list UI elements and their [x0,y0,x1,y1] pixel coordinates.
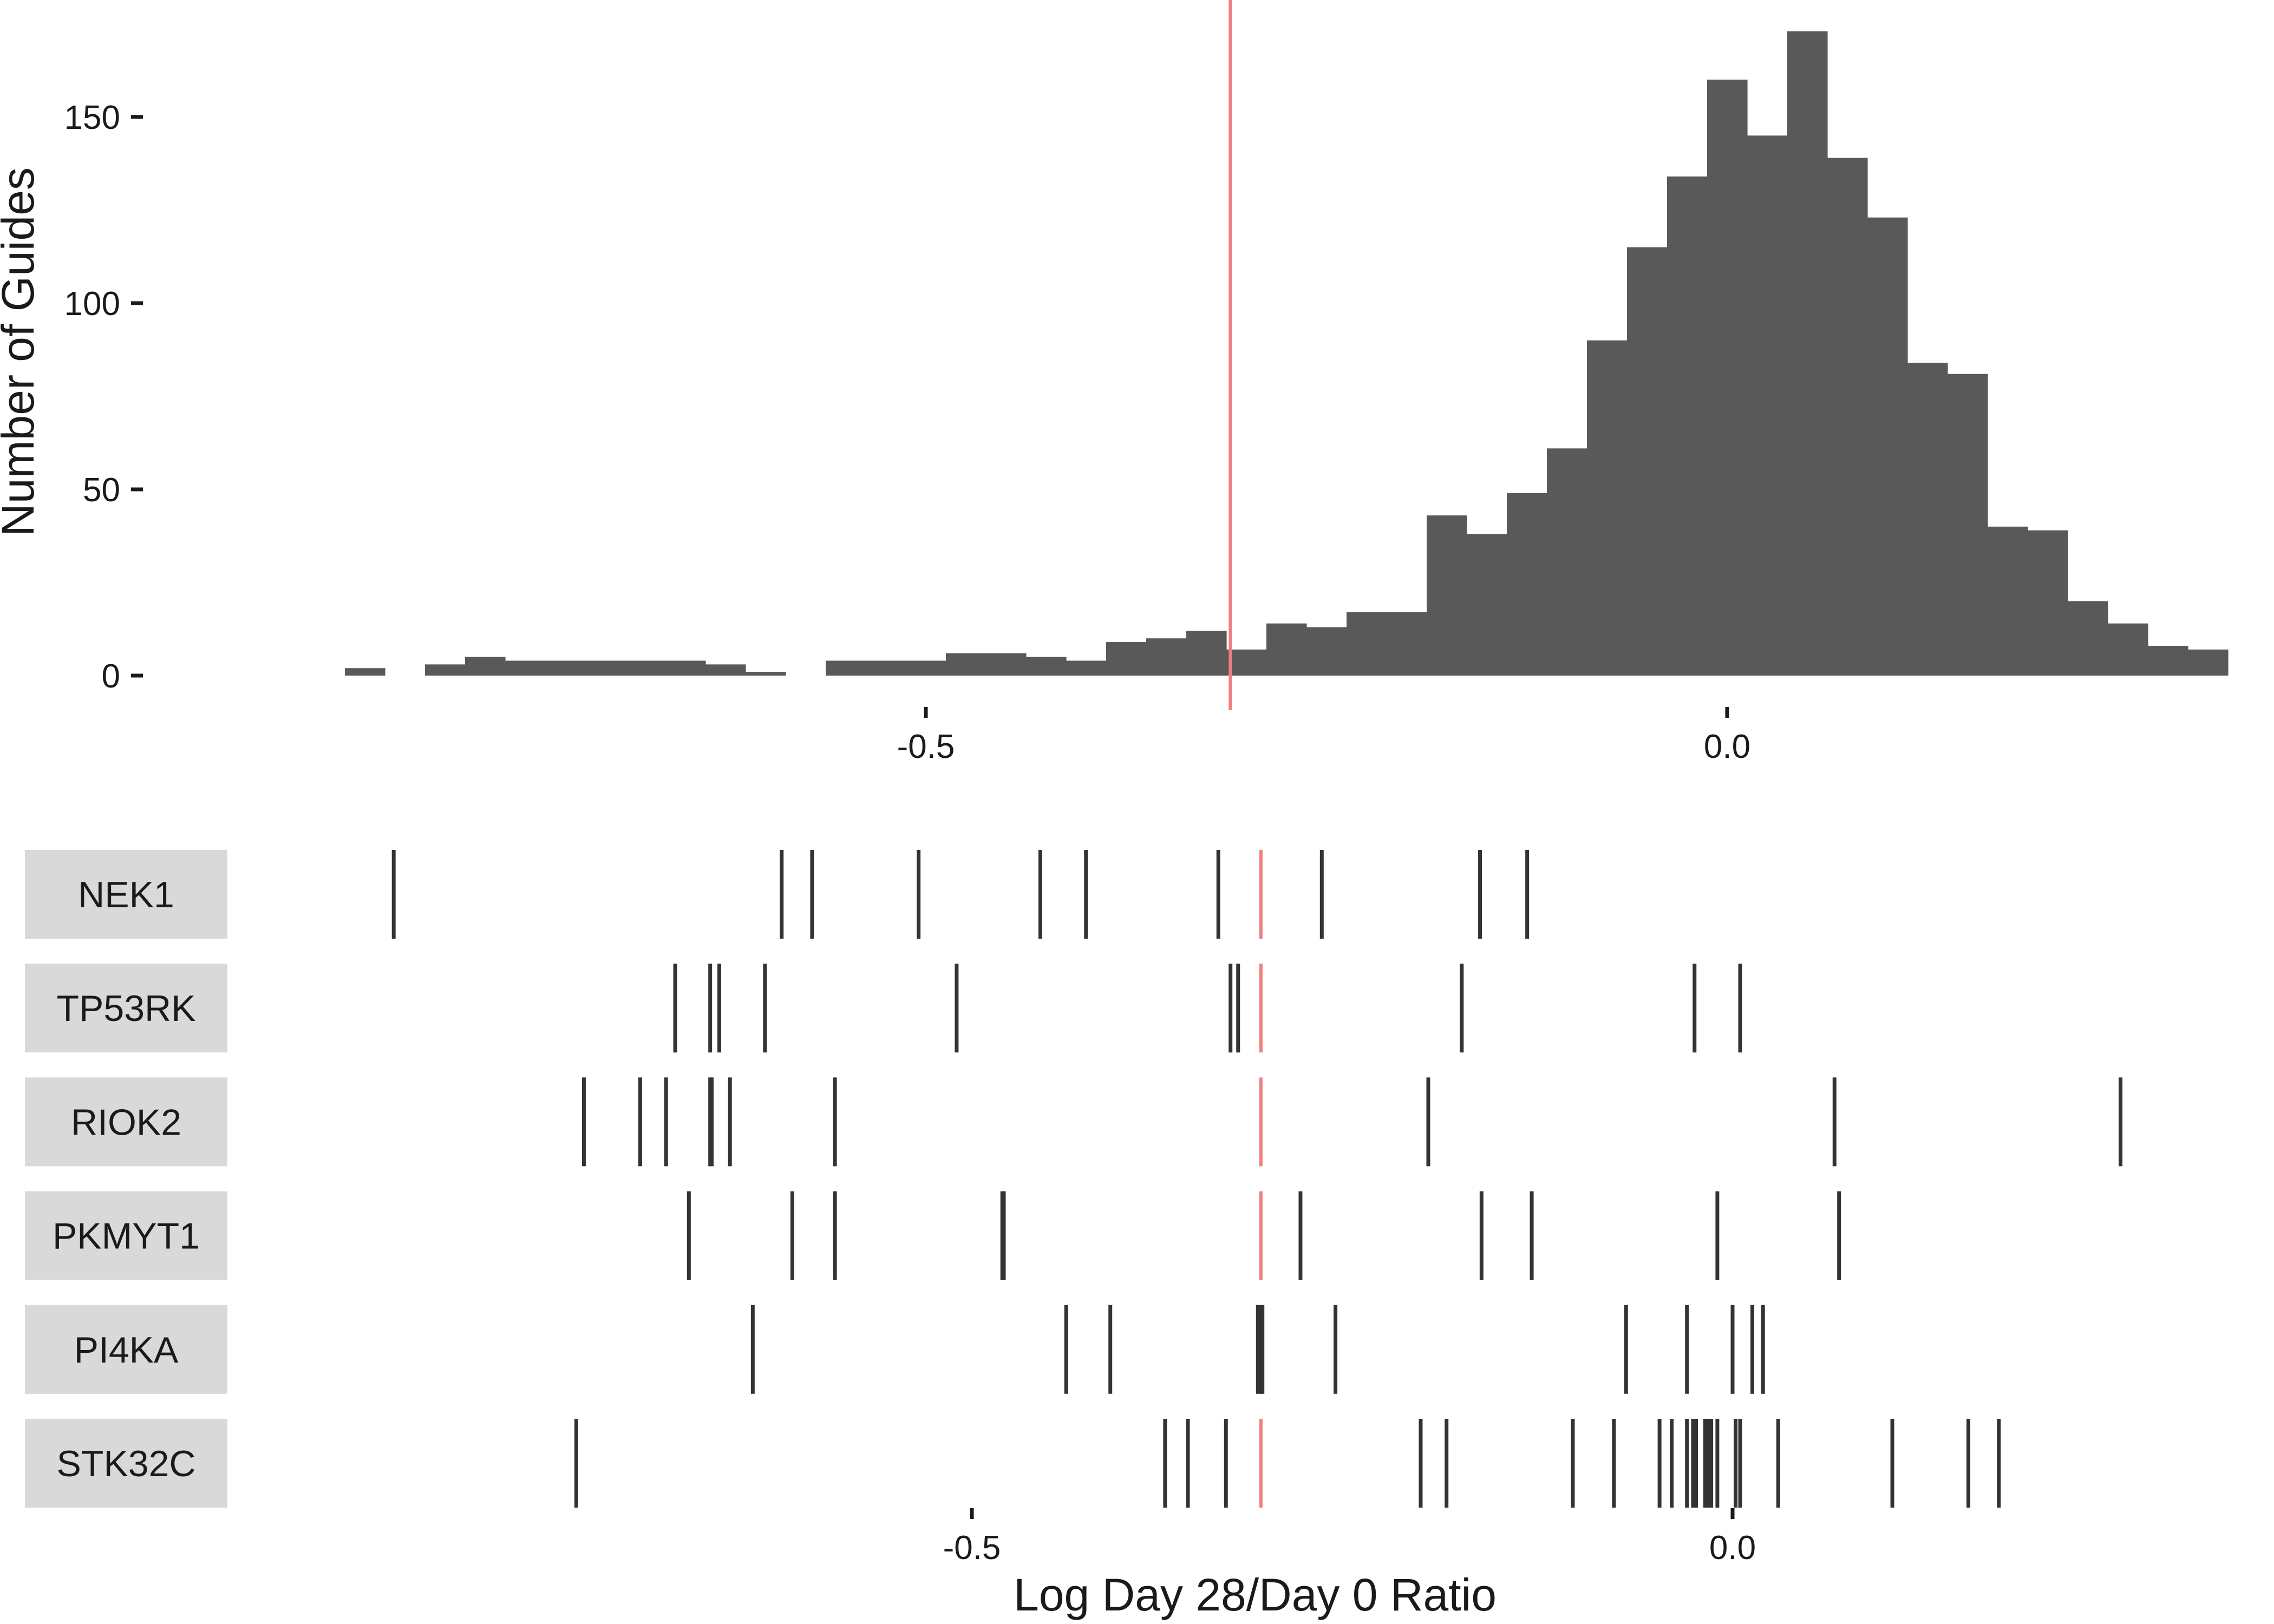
rug-x-axis-title: Log Day 28/Day 0 Ratio [1014,1569,1497,1620]
histogram-bar [986,653,1027,676]
histogram-bar [1867,217,1908,676]
histogram-bar [866,660,906,676]
histogram-bar [946,653,986,676]
histogram-bar [1186,631,1227,676]
histogram-bar [1106,642,1147,676]
histogram-bar [2188,649,2229,676]
histogram-bar [2028,530,2068,676]
x-axis-tick-label: 0.0 [1704,728,1750,765]
histogram-bar [1827,158,1868,676]
histogram-y-axis-title: Number of Guides [0,167,43,536]
x-axis-tick-label: -0.5 [943,1529,1001,1567]
histogram-bars [345,31,2229,676]
histogram-bar [625,660,666,676]
histogram-bar [1988,526,2028,676]
histogram-bar [1907,363,1948,676]
gene-label: PKMYT1 [53,1216,200,1257]
rug-x-axis: -0.5 0.0 [943,1508,1756,1567]
histogram-bar [1747,135,1788,676]
gene-label: STK32C [57,1443,196,1484]
histogram-bar [1066,660,1107,676]
histogram-bar [826,660,866,676]
gene-strip [25,1077,227,1167]
histogram-bar [545,660,586,676]
histogram-bar [1427,515,1467,676]
histogram-bar [585,660,626,676]
histogram-bar [1787,31,1828,676]
histogram-bar [705,664,746,676]
histogram-bar [1587,340,1628,676]
histogram-bar [1507,493,1547,676]
histogram-bar [465,657,506,676]
gene-label: TP53RK [57,988,196,1029]
histogram-bar [2108,623,2148,676]
gene-row-pi4ka: PI4KA [25,1305,1765,1394]
histogram-panel: 0 50 100 150 -0.5 0.0 Number of Guides [0,0,2229,765]
histogram-bar [1387,612,1427,676]
histogram-bar [505,660,546,676]
histogram-bar [1667,176,1708,676]
histogram-bar [1467,534,1507,676]
gene-row-stk32c: STK32C [25,1419,2001,1508]
histogram-bar [2148,645,2188,676]
histogram-bar [1627,247,1668,676]
y-axis-tick-label: 50 [83,472,120,509]
histogram-bar [1306,627,1347,676]
histogram-bar [345,668,385,676]
histogram-y-axis: 0 50 100 150 [64,99,143,695]
histogram-bar [1226,649,1267,676]
rug-panel: NEK1 TP53RK RIOK2 PKMYT1 PI4KA STK32C -0.5 0.0… [25,850,2123,1620]
histogram-bar [1707,80,1748,676]
x-axis-tick-label: 0.0 [1709,1529,1756,1567]
gene-strip [25,1419,227,1508]
gene-row-pkmyt1: PKMYT1 [25,1191,1841,1280]
gene-strips: NEK1 TP53RK RIOK2 PKMYT1 PI4KA STK32C [25,850,2123,1508]
histogram-bar [425,664,466,676]
y-axis-tick-label: 100 [64,285,120,323]
y-axis-tick-label: 150 [64,99,120,136]
gene-row-nek1: NEK1 [25,850,1530,939]
gene-row-riok2: RIOK2 [25,1077,2123,1167]
histogram-bar [1026,657,1067,676]
gene-row-tp53rk: TP53RK [25,964,1742,1053]
gene-label: NEK1 [78,874,174,915]
histogram-bar [746,672,786,676]
histogram-bar [1266,623,1307,676]
x-axis-tick-label: -0.5 [897,728,955,765]
histogram-bar [1146,638,1187,676]
histogram-bar [2068,601,2108,676]
histogram-bar [906,660,946,676]
gene-label: PI4KA [74,1330,179,1371]
histogram-bar [1948,374,1988,676]
gene-strip [25,1305,227,1394]
gene-label: RIOK2 [71,1102,181,1143]
gene-strip [25,1191,227,1280]
histogram-bar [1547,448,1587,676]
gene-strip [25,850,227,939]
histogram-x-axis: -0.5 0.0 [897,707,1750,765]
gene-strip [25,964,227,1053]
histogram-bar [1347,612,1387,676]
y-axis-tick-label: 0 [102,658,120,695]
histogram-bar [665,660,706,676]
